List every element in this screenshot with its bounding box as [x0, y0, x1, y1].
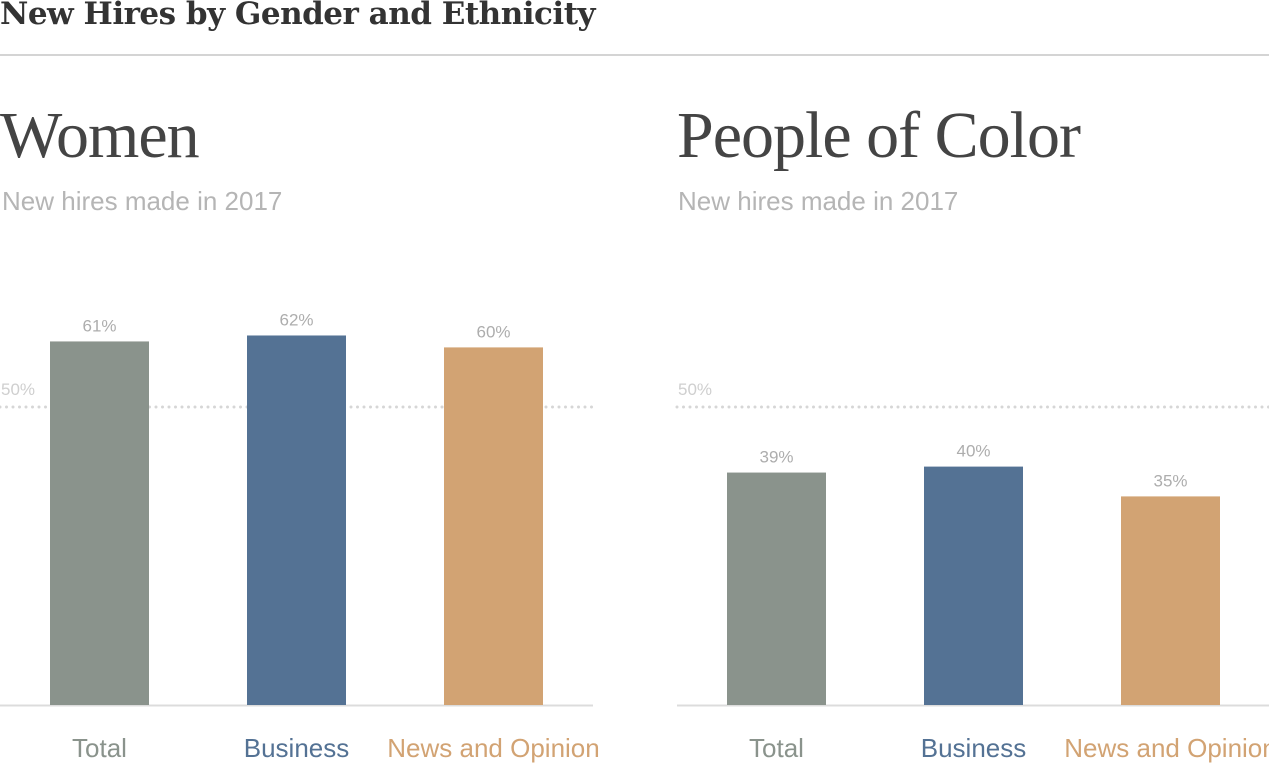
women-value-label-total: 61% — [82, 316, 116, 335]
poc-category-label-total: Total — [749, 733, 804, 763]
title-divider — [0, 54, 1269, 56]
women-category-label-total: Total — [72, 733, 127, 763]
women-value-label-news-and-opinion: 60% — [476, 322, 510, 341]
main-title: New Hires by Gender and Ethnicity — [0, 0, 596, 32]
women-bar-total — [50, 341, 149, 705]
women-reference-label: 50% — [1, 380, 35, 399]
women-category-label-business: Business — [244, 733, 350, 763]
poc-chart-subtitle: New hires made in 2017 — [678, 186, 959, 216]
poc-category-label-news-and-opinion: News and Opinion — [1064, 733, 1269, 763]
poc-reference-label: 50% — [678, 380, 712, 399]
poc-value-label-total: 39% — [759, 448, 793, 467]
women-bar-news-and-opinion — [444, 347, 543, 705]
poc-bar-total — [727, 472, 826, 705]
poc-category-label-business: Business — [921, 733, 1027, 763]
poc-bar-business — [924, 466, 1023, 705]
poc-chart-title: People of Color — [677, 99, 1081, 172]
women-bar-business — [247, 335, 346, 705]
poc-value-label-news-and-opinion: 35% — [1153, 471, 1187, 490]
women-chart-title: Women — [0, 99, 200, 172]
women-category-label-news-and-opinion: News and Opinion — [387, 733, 599, 763]
women-value-label-business: 62% — [279, 310, 313, 329]
poc-value-label-business: 40% — [956, 442, 990, 461]
poc-bar-news-and-opinion — [1121, 496, 1220, 705]
women-chart-subtitle: New hires made in 2017 — [2, 186, 283, 216]
